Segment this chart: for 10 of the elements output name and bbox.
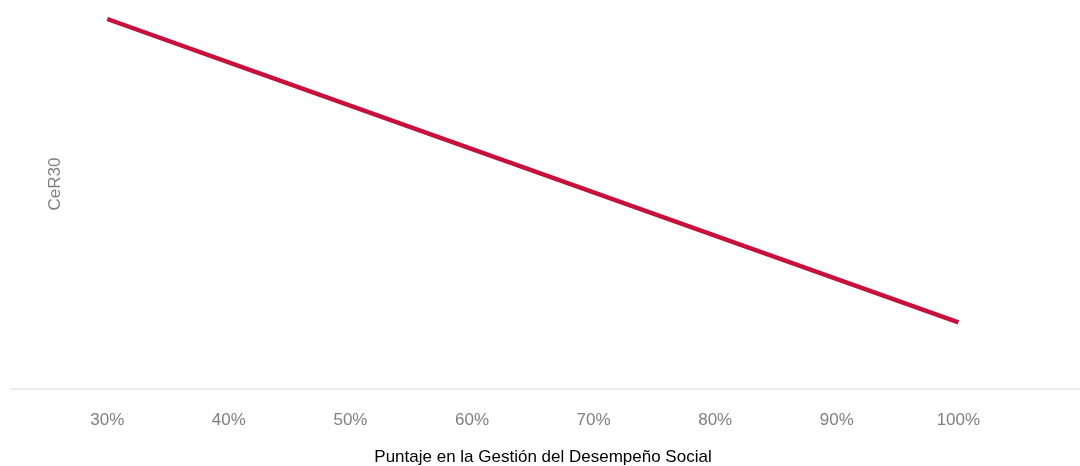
x-tick-label: 70% [576, 410, 611, 429]
x-tick-label: 80% [698, 410, 733, 429]
x-axis-title: Puntaje en la Gestión del Desempeño Social [374, 447, 712, 466]
x-tick-label: 90% [819, 410, 854, 429]
x-tick-label: 30% [90, 410, 125, 429]
y-axis-title: CeR30 [45, 157, 64, 211]
x-tick-label: 60% [455, 410, 490, 429]
x-tick-label: 40% [211, 410, 246, 429]
x-tick-label: 100% [936, 410, 981, 429]
x-tick-label: 50% [333, 410, 368, 429]
